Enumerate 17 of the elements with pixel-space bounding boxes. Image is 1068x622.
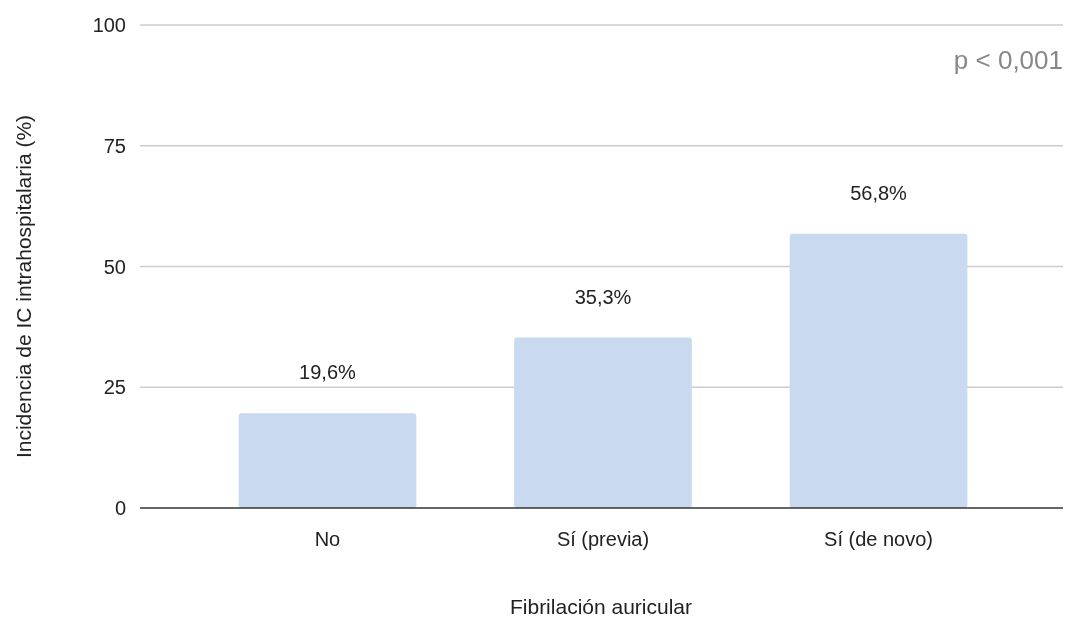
- annotation: p < 0,001: [953, 45, 1063, 75]
- y-tick-label: 75: [103, 134, 126, 157]
- bar: [238, 413, 417, 508]
- bar: [789, 233, 968, 508]
- x-tick-label: Sí (previa): [556, 528, 650, 550]
- x-axis-title: Fibrilación auricular: [509, 595, 693, 618]
- y-tick-label: 100: [92, 14, 126, 36]
- data-label: 35,3%: [574, 285, 632, 308]
- x-tick-label: Sí (de novo): [824, 528, 934, 550]
- x-tick-label: No: [314, 528, 341, 550]
- data-label: 56,8%: [850, 181, 908, 204]
- bar: [514, 337, 692, 508]
- y-tick-label: 50: [103, 255, 126, 278]
- y-tick-label: 0: [114, 497, 126, 519]
- y-tick-label: 25: [103, 376, 126, 399]
- data-label: 19,6%: [299, 361, 357, 384]
- y-axis-title: Incidencia de IC intrahospitalaria (%): [12, 114, 35, 459]
